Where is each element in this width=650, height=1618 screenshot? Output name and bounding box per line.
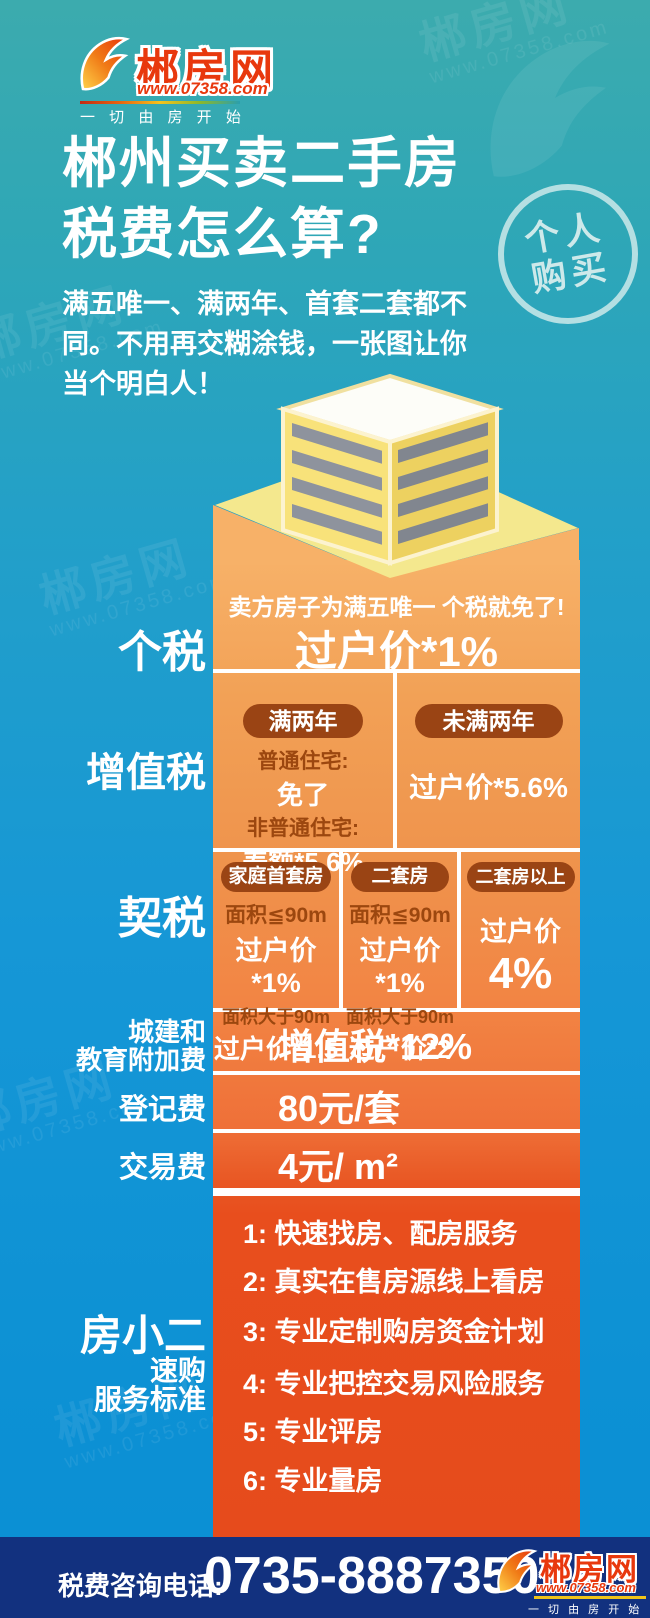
rail-label-service-standard: 服务标准 [93,1384,206,1415]
footer-logo-divider [534,1596,646,1599]
rail-label-registration-fee: 登记费 [118,1094,206,1126]
building-illustration [213,373,579,578]
row-divider [213,1071,580,1075]
row-divider [213,1129,580,1133]
rail-label-income-tax: 个税 [118,628,206,677]
vat-badge-under2y: 未满两年 [414,704,563,738]
section-divider [213,1188,580,1196]
vat-badge-over2y: 满两年 [243,704,363,738]
urban-fee-value: 增值税*12% [278,1026,473,1067]
column-divider [339,848,343,1012]
service-item: 5: 专业评房 [243,1417,383,1447]
income-tax-value: 过户价*1% [294,628,499,675]
logo-slogan: 一 切 由 房 开 始 [80,109,246,126]
rail-label-transaction-fee: 交易费 [118,1152,206,1184]
logo-brand-text: 郴房网 [136,47,277,95]
service-item: 1: 快速找房、配房服务 [243,1219,518,1249]
footer-bar [0,1537,650,1618]
row-divider [213,1008,580,1012]
rail-label-vat: 增值税 [86,751,206,795]
vat-col-over2y: 满两年 普通住宅: 免了 非普通住宅: 差额*5.6% [213,704,393,879]
footer-logo-slogan: 一 切 由 房 开 始 [528,1604,643,1616]
rail-label-urban-fee-1: 城建和 [127,1017,206,1047]
personal-purchase-badge: 个人 购买 [486,172,650,336]
vat-col-under2y: 未满两年 过户价*5.6% [397,704,580,806]
logo-swoosh-icon [80,36,130,91]
page-title: 郴州买卖二手房 税费怎么算? [62,128,461,270]
service-item: 2: 真实在售房源线上看房 [243,1267,545,1297]
transaction-fee-value: 4元/ m² [278,1146,399,1187]
registration-fee-value: 80元/套 [278,1088,401,1129]
deed-badge-first-home: 家庭首套房 [221,862,331,892]
footer-logo-swoosh-icon [497,1549,538,1593]
service-item: 6: 专业量房 [243,1466,383,1496]
deed-col-second-home: 二套房 面积≦90m 过户价*1% 面积大于90m 过户价*2 [343,862,457,1066]
footer-phone-label: 税费咨询电话: [58,1571,223,1601]
deed-badge-more-homes: 二套房以上 [466,862,575,892]
income-tax-note: 卖方房子为满五唯一 个税就免了! [228,594,565,620]
title-line1: 郴州买卖二手房 [62,132,462,194]
logo-divider [80,101,240,104]
intro-text: 满五唯一、满两年、首套二套都不 同。不用再交糊涂钱，一张图让你 当个明白人！ [62,289,467,399]
service-item: 3: 专业定制购房资金计划 [243,1317,545,1347]
service-item: 4: 专业把控交易风险服务 [243,1369,545,1399]
rail-label-urban-fee-2: 教育附加费 [75,1045,206,1075]
column-divider [457,848,461,1012]
swoosh-watermark-icon [490,40,610,177]
logo-site-text: www.07358.com [137,79,268,98]
title-line2: 税费怎么算? [62,203,383,265]
rail-label-sugou: 速购 [149,1355,206,1386]
deed-badge-second-home: 二套房 [351,862,449,892]
footer-phone-number: 0735-8887350 [204,1547,540,1605]
deed-col-more-homes: 二套房以上 过户价 4% [461,862,580,999]
column-divider [393,669,397,852]
rail-label-fangxiaoer: 房小二 [79,1312,206,1359]
watermark: 郴房网 www.07358.com [413,0,612,89]
rail-label-deed-tax: 契税 [118,894,206,943]
vat-under2y-value: 过户价*5.6% [409,772,568,803]
footer-logo-brand: 郴房网 [540,1552,639,1587]
deed-col-first-home: 家庭首套房 面积≦90m 过户价*1% 面积大于90m 过户价*1.5 [213,862,339,1066]
footer-logo-site: www.07358.com [536,1580,636,1595]
